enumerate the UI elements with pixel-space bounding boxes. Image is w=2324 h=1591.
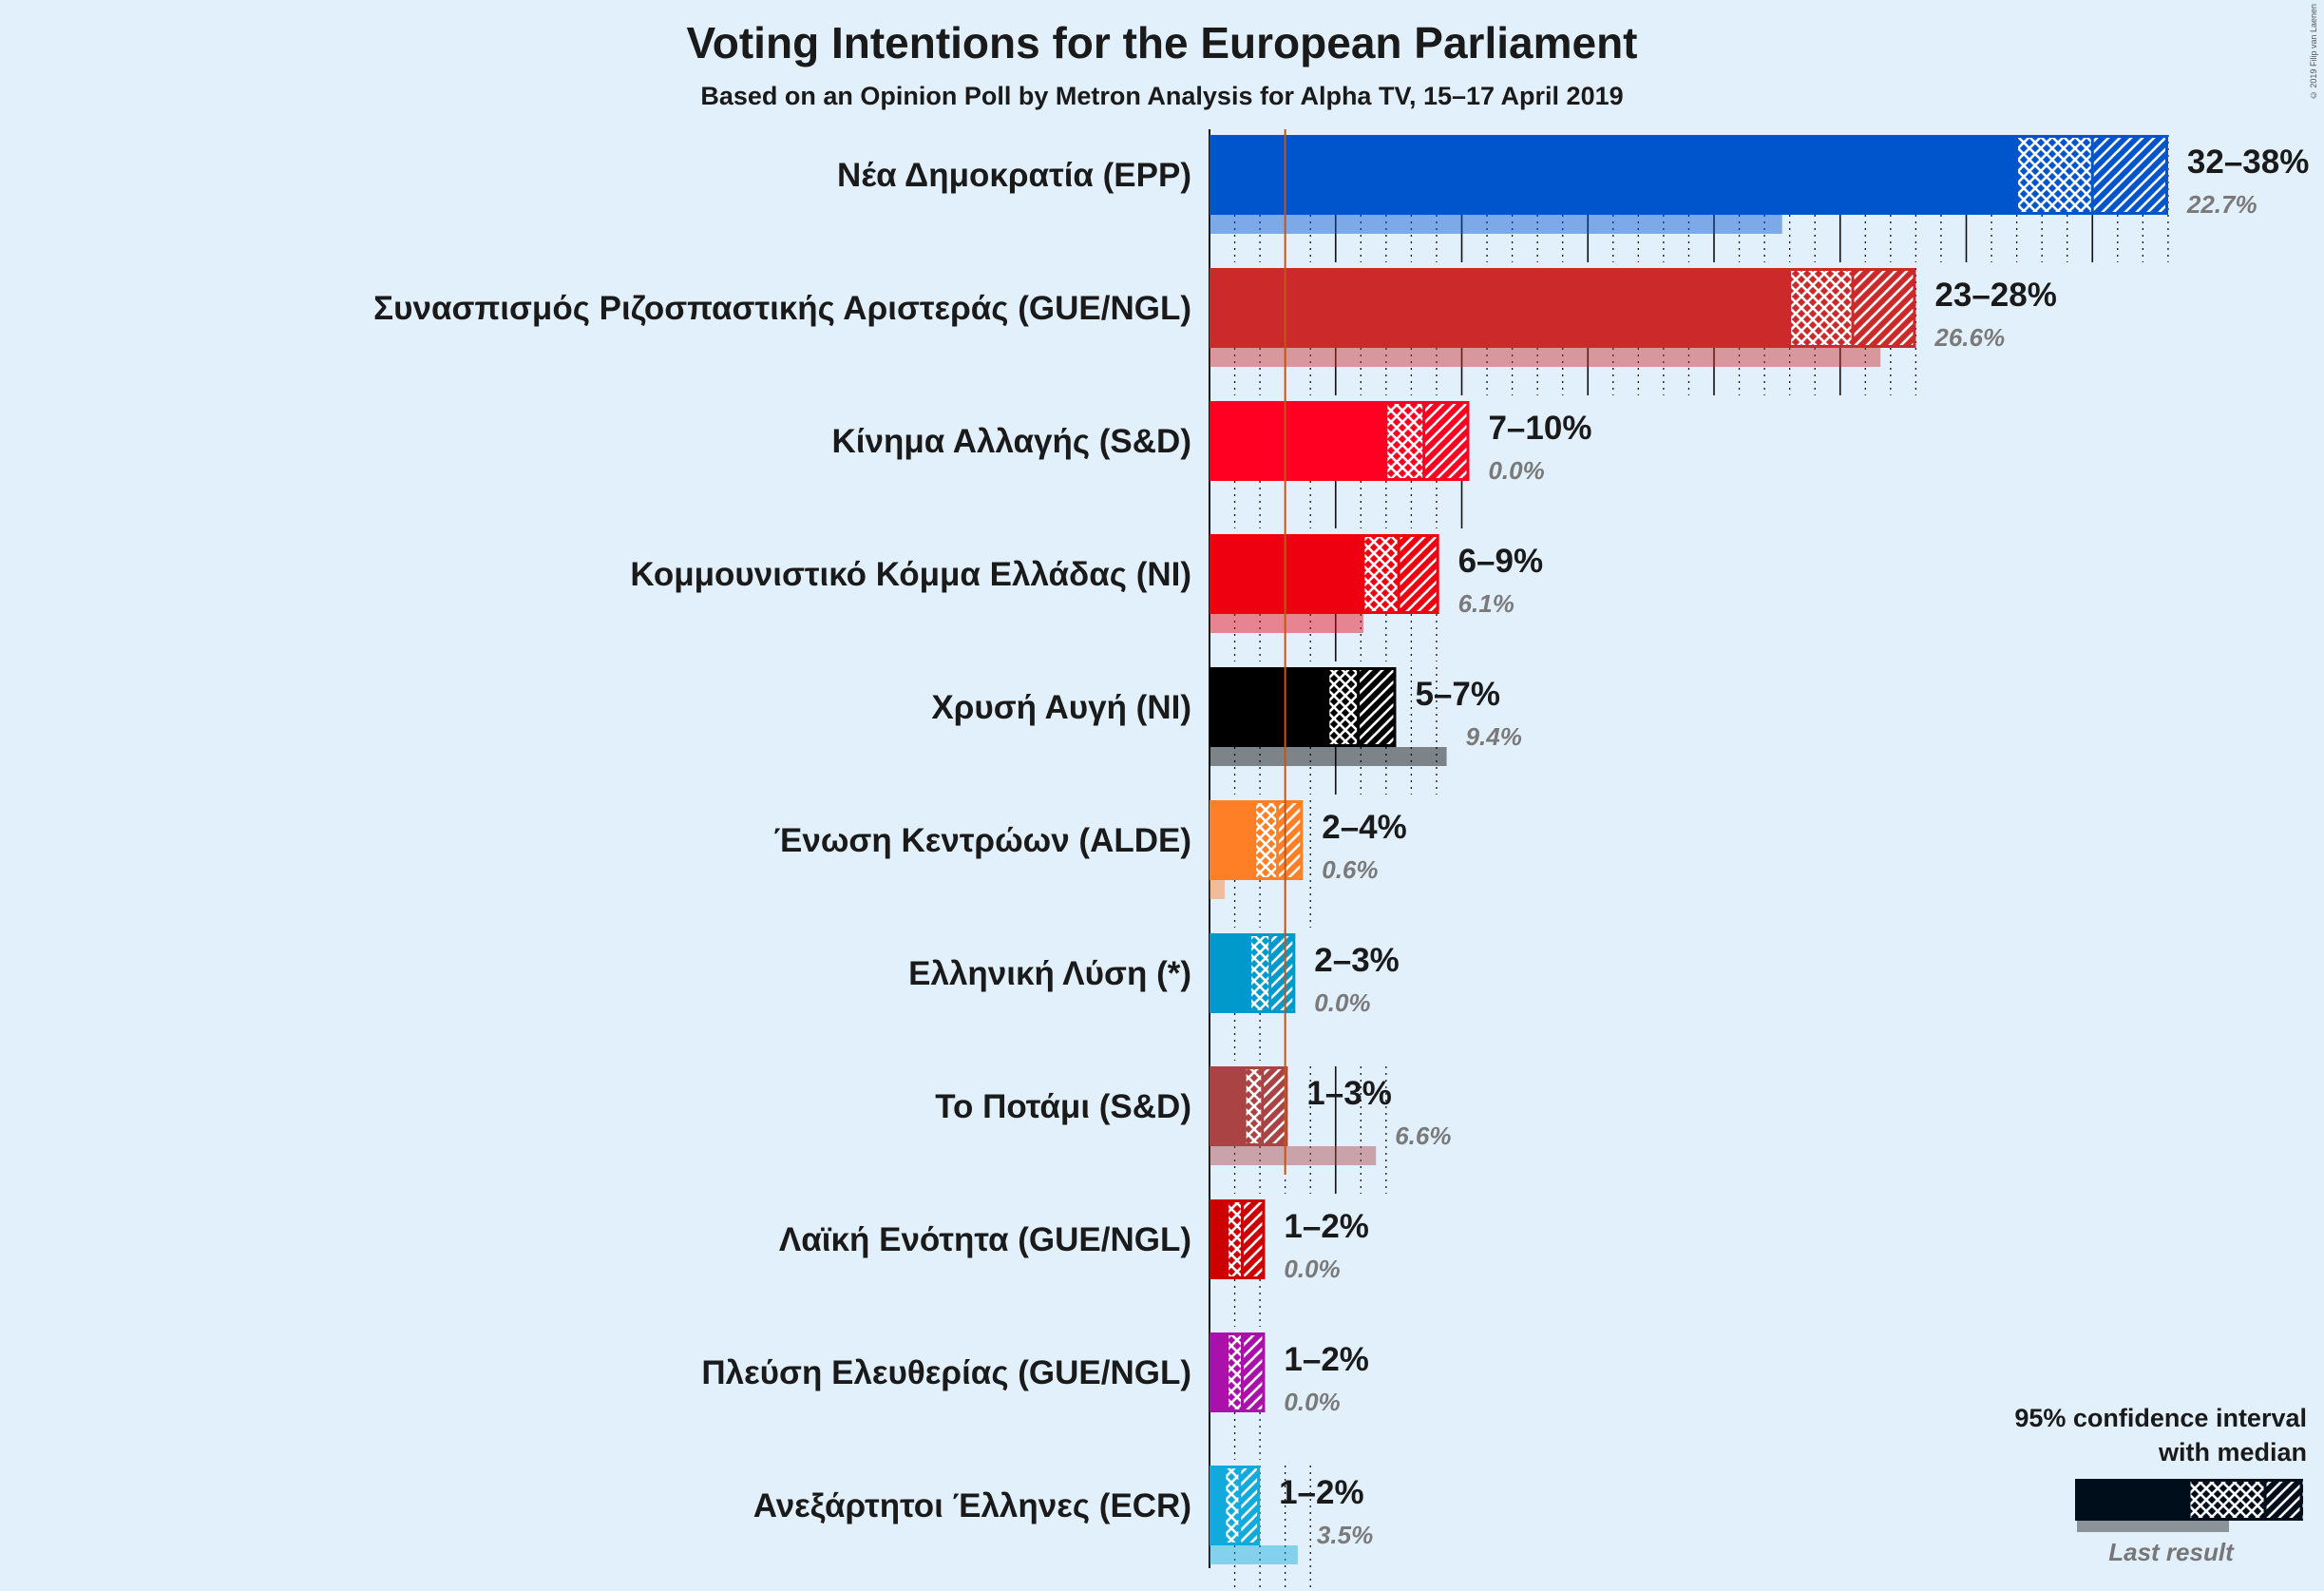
party-name-party-2: Κίνημα Αλλαγής (S&D)	[832, 423, 1191, 460]
bar-ci-lower-hatch-party-6	[1249, 933, 1270, 1013]
bar-ci-lower-hatch-party-2	[1385, 401, 1424, 481]
bar-ci-lower-hatch-party-9	[1227, 1332, 1243, 1412]
bar-ci-outline-party-2	[1384, 401, 1470, 481]
bar-solid-party-8	[1210, 1199, 1228, 1279]
range-label-party-9: 1–2%	[1284, 1341, 1369, 1378]
bar-ci-lower-hatch-party-10	[1224, 1466, 1240, 1545]
last-result-label-party-0: 22.7%	[2186, 190, 2257, 219]
last-result-label-party-6: 0.0%	[1314, 988, 1370, 1017]
last-result-label-party-4: 9.4%	[1466, 722, 1522, 751]
legend-solid	[2075, 1479, 2189, 1521]
bar-ci-outline-party-9	[1226, 1332, 1266, 1412]
bar-ci-lower-hatch-party-1	[1789, 268, 1854, 348]
bar-solid-party-4	[1210, 667, 1328, 747]
bar-solid-party-5	[1210, 800, 1255, 880]
last-result-label-party-7: 6.6%	[1395, 1121, 1451, 1150]
bar-ci-upper-hatch-party-0	[2092, 135, 2168, 215]
legend-cross	[2189, 1479, 2265, 1521]
range-label-party-6: 2–3%	[1314, 942, 1400, 979]
bar-ci-lower-hatch-party-8	[1227, 1199, 1243, 1279]
bar-ci-upper-hatch-party-5	[1277, 800, 1304, 880]
range-label-party-7: 1–3%	[1306, 1075, 1392, 1112]
bar-ci-outline-party-4	[1326, 667, 1397, 747]
last-result-label-party-9: 0.0%	[1284, 1388, 1340, 1416]
range-label-party-0: 32–38%	[2187, 144, 2309, 181]
legend-title: 95% confidence interval with median	[1908, 1401, 2307, 1469]
bar-ci-upper-hatch-party-10	[1239, 1466, 1261, 1545]
last-result-label-party-10: 3.5%	[1317, 1521, 1373, 1549]
legend-outline	[2187, 1479, 2303, 1521]
bar-solid-party-0	[1210, 135, 2017, 215]
last-result-bar-party-5	[1210, 880, 1225, 899]
bar-solid-party-3	[1210, 534, 1363, 614]
legend-last-result-label: Last result	[2108, 1538, 2234, 1566]
bar-ci-outline-party-3	[1362, 534, 1439, 614]
bar-solid-party-9	[1210, 1332, 1228, 1412]
party-name-party-9: Πλεύση Ελευθερίας (GUE/NGL)	[701, 1354, 1191, 1391]
bar-ci-upper-hatch-party-9	[1242, 1332, 1266, 1412]
party-name-party-5: Ένωση Κεντρώων (ALDE)	[774, 822, 1191, 859]
bar-ci-upper-hatch-party-8	[1242, 1199, 1266, 1279]
bar-ci-lower-hatch-party-0	[2016, 135, 2093, 215]
last-result-bar-party-7	[1210, 1146, 1377, 1165]
party-name-party-1: Συνασπισμός Ριζοσπαστικής Αριστεράς (GUE…	[373, 290, 1191, 327]
bar-ci-lower-hatch-party-5	[1254, 800, 1278, 880]
last-result-bar-party-1	[1210, 348, 1881, 367]
last-result-bar-party-10	[1210, 1545, 1298, 1564]
bars	[1210, 135, 2168, 1564]
bar-ci-upper-hatch-party-6	[1269, 933, 1296, 1013]
last-result-bar-party-0	[1210, 215, 1782, 234]
last-result-label-party-2: 0.0%	[1488, 456, 1544, 485]
party-name-party-10: Ανεξάρτητοι Έλληνες (ECR)	[753, 1487, 1191, 1524]
bar-ci-upper-hatch-party-7	[1262, 1066, 1288, 1146]
range-label-party-4: 5–7%	[1415, 676, 1500, 713]
bar-solid-party-10	[1210, 1466, 1225, 1545]
last-result-label-party-3: 6.1%	[1458, 589, 1514, 618]
bar-ci-upper-hatch-party-4	[1358, 667, 1397, 747]
range-label-party-10: 1–2%	[1279, 1474, 1364, 1511]
bar-ci-upper-hatch-party-3	[1399, 534, 1439, 614]
party-name-party-0: Νέα Δημοκρατία (EPP)	[837, 157, 1191, 194]
last-result-bar-party-3	[1210, 614, 1363, 633]
bar-ci-upper-hatch-party-2	[1423, 401, 1470, 481]
bar-ci-outline-party-8	[1226, 1199, 1266, 1279]
last-result-label-party-1: 26.6%	[1933, 323, 2005, 352]
bar-ci-upper-hatch-party-1	[1853, 268, 1916, 348]
range-label-party-3: 6–9%	[1458, 543, 1544, 580]
last-result-label-party-8: 0.0%	[1284, 1255, 1340, 1283]
bar-ci-outline-party-6	[1248, 933, 1296, 1013]
bar-ci-outline-party-7	[1243, 1066, 1288, 1146]
party-name-party-3: Κομμουνιστικό Κόμμα Ελλάδας (NI)	[630, 556, 1191, 593]
range-label-party-5: 2–4%	[1322, 809, 1407, 846]
legend-title-line2: with median	[2158, 1438, 2307, 1466]
bar-solid-party-6	[1210, 933, 1250, 1013]
bar-ci-outline-party-10	[1223, 1466, 1261, 1545]
bar-solid-party-2	[1210, 401, 1386, 481]
bar-ci-lower-hatch-party-4	[1327, 667, 1359, 747]
party-name-party-6: Ελληνική Λύση (*)	[908, 955, 1191, 992]
chart-title: Voting Intentions for the European Parli…	[686, 18, 1638, 67]
last-result-label-party-5: 0.6%	[1322, 855, 1378, 884]
range-label-party-8: 1–2%	[1284, 1208, 1369, 1245]
chart-subtitle: Based on an Opinion Poll by Metron Analy…	[700, 82, 1624, 110]
bar-ci-lower-hatch-party-7	[1245, 1066, 1263, 1146]
bar-solid-party-7	[1210, 1066, 1246, 1146]
legend-diag	[2265, 1479, 2303, 1521]
legend-title-line1: 95% confidence interval	[2014, 1404, 2307, 1432]
party-name-party-7: Το Ποτάμι (S&D)	[935, 1088, 1191, 1125]
legend-graphic	[2075, 1479, 2303, 1532]
party-name-party-8: Λαϊκή Ενότητα (GUE/NGL)	[779, 1221, 1191, 1258]
last-result-bar-party-4	[1210, 747, 1447, 766]
range-label-party-1: 23–28%	[1934, 277, 2056, 314]
range-label-party-2: 7–10%	[1488, 410, 1591, 447]
party-name-party-4: Χρυσή Αυγή (NI)	[931, 689, 1191, 726]
bar-ci-lower-hatch-party-3	[1362, 534, 1400, 614]
labels: Νέα Δημοκρατία (EPP) 32–38% 22.7% Συνασπισμ…	[373, 144, 2309, 1549]
bar-solid-party-1	[1210, 268, 1790, 348]
